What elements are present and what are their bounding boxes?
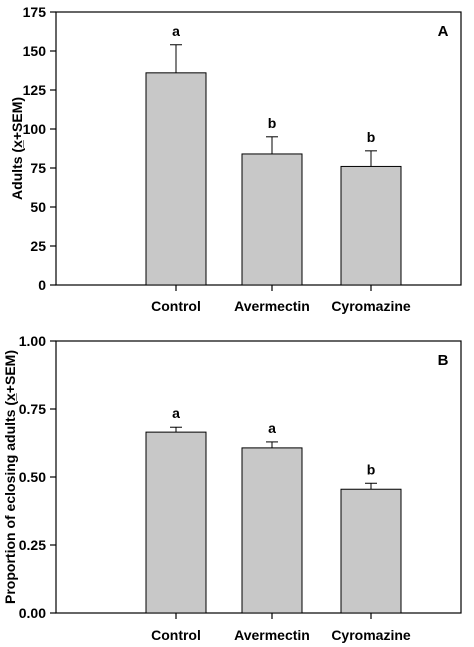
x-category-label: Avermectin bbox=[234, 627, 310, 643]
y-tick-label: 50 bbox=[30, 199, 46, 215]
y-axis-label: Proportion of eclosing adults (x̲+SEM) bbox=[2, 350, 18, 604]
bar bbox=[241, 153, 303, 286]
y-tick-label: 150 bbox=[23, 43, 47, 59]
significance-label: a bbox=[268, 420, 276, 436]
y-tick-label: 0.00 bbox=[19, 605, 46, 621]
panel-label: A bbox=[438, 23, 449, 40]
significance-label: b bbox=[268, 115, 277, 131]
panel-label: B bbox=[438, 352, 449, 369]
x-category-label: Avermectin bbox=[234, 298, 310, 314]
bar bbox=[145, 72, 207, 286]
y-tick-label: 1.00 bbox=[19, 333, 46, 349]
bar bbox=[340, 488, 402, 614]
significance-label: b bbox=[367, 461, 376, 477]
y-tick-label: 25 bbox=[30, 238, 46, 254]
significance-label: a bbox=[172, 405, 180, 421]
significance-label: b bbox=[367, 129, 376, 145]
y-axis-label: Adults (x̲+SEM) bbox=[9, 97, 25, 200]
y-tick-label: 175 bbox=[23, 4, 47, 20]
significance-label: a bbox=[172, 23, 180, 39]
panel-a: 0 25 50 75 100 125 150 175 Adults (x̲+SEM) Aa Cont… bbox=[9, 4, 462, 314]
x-category-label: Cyromazine bbox=[331, 298, 411, 314]
bar bbox=[241, 447, 303, 614]
x-category-label: Control bbox=[151, 627, 201, 643]
y-tick-label: 0 bbox=[38, 277, 46, 293]
y-tick-label: 75 bbox=[30, 160, 46, 176]
bar bbox=[145, 431, 207, 614]
y-tick-label: 0.25 bbox=[19, 537, 46, 553]
y-tick-label: 0.50 bbox=[19, 469, 46, 485]
y-tick-label: 125 bbox=[23, 82, 47, 98]
x-category-label: Cyromazine bbox=[331, 627, 411, 643]
bar bbox=[340, 165, 402, 286]
x-category-label: Control bbox=[151, 298, 201, 314]
y-tick-label: 100 bbox=[23, 121, 47, 137]
y-tick-label: 0.75 bbox=[19, 401, 46, 417]
